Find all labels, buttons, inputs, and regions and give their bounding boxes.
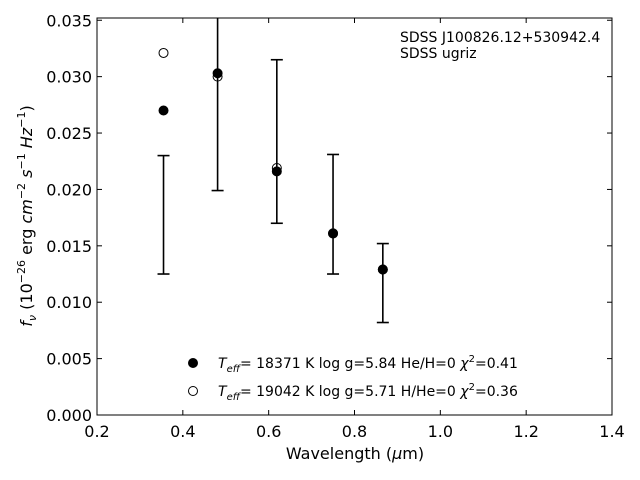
axis-ticks: 0.2 0.4 0.6 0.8 1.0 1.2 1.4 0.000 0.005 0.010 0.01…	[46, 11, 625, 441]
filled-point	[328, 228, 339, 239]
legend-marker-filled	[188, 358, 198, 368]
legend-marker-open	[188, 386, 198, 396]
y-tick-label: 0.025	[46, 124, 92, 143]
x-tick-label: 1.2	[513, 422, 538, 441]
y-tick-label: 0.000	[46, 406, 92, 425]
error-bars	[157, 18, 389, 324]
filled-point	[271, 166, 282, 177]
y-tick-label: 0.030	[46, 68, 92, 87]
legend: Teff= 18371 K log g=5.84 He/H=0 χ2=0.41 …	[188, 354, 518, 403]
y-axis-title: fν (10−26 erg cm−2 s−1 Hz−1)	[15, 105, 39, 326]
x-tick-label: 0.8	[342, 422, 367, 441]
y-tick-label: 0.015	[46, 237, 92, 256]
x-tick-label: 0.2	[84, 422, 109, 441]
open-point	[158, 47, 169, 58]
x-tick-label: 0.6	[256, 422, 281, 441]
y-tick-label: 0.035	[46, 11, 92, 30]
legend-entry-1: Teff= 18371 K log g=5.84 He/H=0 χ2=0.41	[218, 354, 518, 375]
annotation-line-2: SDSS ugriz	[400, 46, 477, 62]
data-points	[158, 47, 388, 275]
y-tick-label: 0.020	[46, 180, 92, 199]
x-axis-title: Wavelength (μm)	[286, 444, 424, 463]
annotation-line-1: SDSS J100826.12+530942.4	[400, 30, 600, 46]
filled-point	[212, 68, 223, 79]
y-tick-label: 0.010	[46, 293, 92, 312]
legend-entry-2: Teff= 19042 K log g=5.71 H/He=0 χ2=0.36	[218, 382, 518, 403]
filled-point	[377, 264, 388, 275]
x-tick-label: 1.4	[599, 422, 624, 441]
x-tick-label: 0.4	[170, 422, 195, 441]
y-tick-label: 0.005	[46, 350, 92, 369]
x-tick-label: 1.0	[428, 422, 453, 441]
filled-point	[158, 105, 169, 116]
